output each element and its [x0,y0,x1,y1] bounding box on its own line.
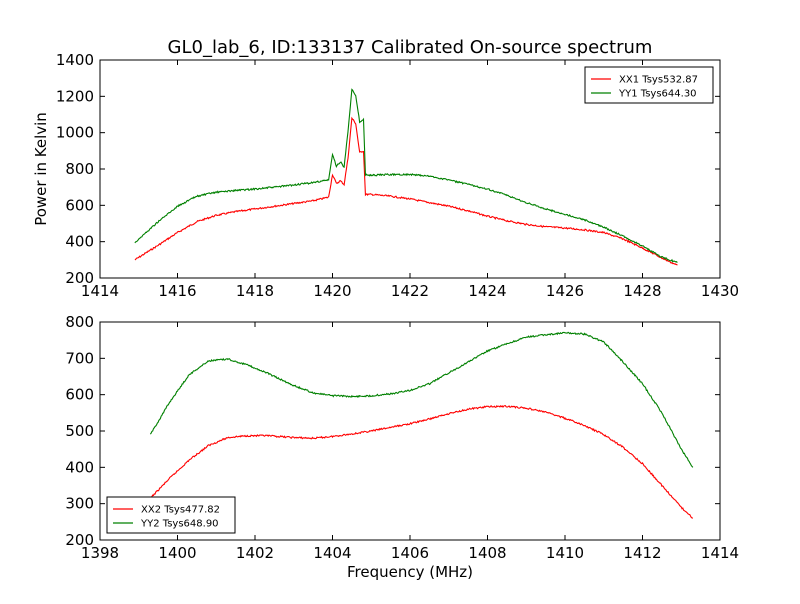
x-tick-label: 1424 [468,282,506,300]
legend: XX2 Tsys477.82 YY2 Tsys648.90 [106,496,236,534]
y-tick-label: 800 [65,313,94,331]
x-tick-label: 1414 [81,282,119,300]
y-tick-label: 400 [65,458,94,476]
y-tick-label: 1000 [56,124,94,142]
x-tick-label: 1406 [391,544,429,562]
legend-label: YY2 Tsys648.90 [140,519,219,530]
y-tick-label: 800 [65,160,94,178]
x-tick-label: 1398 [81,544,119,562]
y-tick-label: 600 [65,196,94,214]
legend: XX1 Tsys532.87 YY1 Tsys644.30 [584,66,714,104]
x-tick-label: 1422 [391,282,429,300]
x-tick-label: 1426 [546,282,584,300]
y-tick-label: 500 [65,422,94,440]
y-tick-label: 400 [65,233,94,251]
x-tick-label: 1418 [236,282,274,300]
x-tick-label: 1430 [701,282,739,300]
series-line-2 [134,88,678,263]
x-tick-label: 1404 [313,544,351,562]
x-tick-label: 1400 [158,544,196,562]
x-tick-label: 1412 [623,544,661,562]
y-axis-label: Power in Kelvin [32,112,50,226]
series-line-1 [150,404,694,519]
legend-label: YY1 Tsys644.30 [618,89,697,100]
legend-label: XX1 Tsys532.87 [619,75,698,86]
y-tick-label: 200 [65,269,94,287]
x-tick-label: 1428 [623,282,661,300]
x-tick-label: 1402 [236,544,274,562]
legend-label: XX2 Tsys477.82 [141,505,220,516]
x-tick-label: 1420 [313,282,351,300]
y-tick-label: 300 [65,495,94,513]
legend-box [584,66,714,104]
bottom-subplot: 1398 1400 1402 1404 1406 1408 1410 1412 1414 200 3… [65,313,739,581]
x-tick-label: 1416 [158,282,196,300]
y-tick-label: 200 [65,531,94,549]
x-tick-label: 1414 [701,544,739,562]
x-tick-label: 1410 [546,544,584,562]
x-axis-label: Frequency (MHz) [347,563,473,581]
figure-title: GL0_lab_6, ID:133137 Calibrated On-sourc… [168,37,653,58]
top-subplot: 1414 1416 1418 1420 1422 1424 1426 1428 1430 200 4… [32,51,739,300]
y-tick-label: 700 [65,349,94,367]
series-line-1 [134,116,678,266]
y-tick-label: 1400 [56,51,94,69]
x-tick-label: 1408 [468,544,506,562]
series-line-2 [149,331,694,468]
legend-box [106,496,236,534]
y-tick-label: 1200 [56,87,94,105]
y-tick-label: 600 [65,386,94,404]
